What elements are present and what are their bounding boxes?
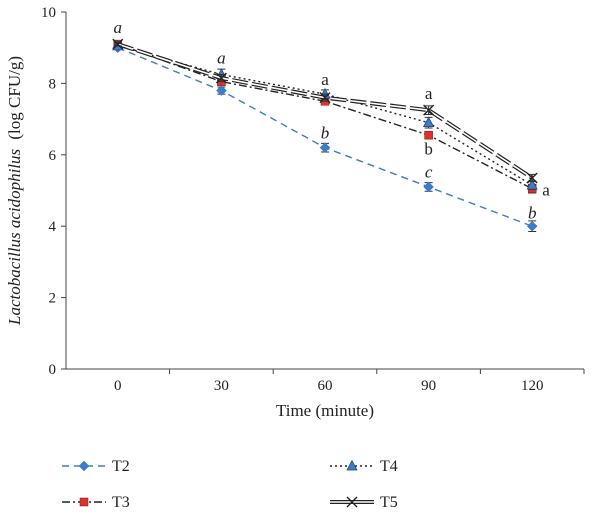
legend: T2 T3 T4 T5 (62, 458, 398, 511)
data-point-marker (216, 85, 227, 96)
y-axis-title-unit: (log CFU/g) (5, 56, 24, 140)
significance-letter: a (321, 70, 329, 89)
significance-letter: a (114, 18, 123, 37)
x-tick-label: 30 (214, 378, 229, 394)
y-tick-label: 4 (49, 219, 57, 235)
x-tick-label: 90 (421, 378, 436, 394)
data-point-marker (346, 496, 358, 508)
x-axis-title: Time (minute) (276, 401, 374, 420)
data-point-marker (215, 72, 227, 84)
significance-letter: c (425, 163, 433, 182)
y-tick-label: 8 (49, 76, 57, 92)
axes: 0 2 4 6 8 10 0 30 60 90 120 (41, 5, 585, 394)
legend-item-t5: T5 (330, 494, 398, 511)
legend-item-t2: T2 (62, 458, 130, 475)
x-tick-label: 120 (521, 378, 544, 394)
y-tick-label: 0 (49, 362, 57, 378)
data-point-marker (526, 178, 538, 190)
y-axis-title-organism: Lactobacillus acidophilus (5, 148, 24, 326)
significance-letter: a (542, 181, 550, 200)
data-point-marker (79, 497, 89, 507)
data-point-marker (423, 116, 435, 128)
significance-letter: a (425, 84, 433, 103)
data-point-marker (78, 460, 90, 472)
x-tick-label: 60 (318, 378, 333, 394)
series-layer (112, 38, 538, 233)
legend-label: T4 (380, 458, 398, 475)
data-point-marker (319, 142, 331, 154)
data-point-marker (346, 459, 358, 471)
significance-letter: a (217, 48, 226, 67)
data-point-marker (319, 92, 331, 104)
y-tick-label: 10 (41, 5, 56, 21)
data-point-marker (112, 38, 124, 50)
data-point-marker (423, 181, 434, 193)
y-tick-label: 2 (49, 291, 57, 307)
data-point-marker (424, 130, 433, 140)
y-ticks: 0 2 4 6 8 10 (41, 5, 66, 378)
significance-letter: b (424, 139, 433, 158)
series-t5 (112, 38, 538, 184)
legend-item-t3: T3 (62, 494, 130, 511)
x-tick-label: 0 (114, 378, 122, 394)
legend-label: T3 (112, 494, 130, 511)
y-tick-label: 6 (49, 148, 57, 164)
significance-letter: b (321, 123, 330, 142)
legend-item-t4: T4 (330, 458, 398, 475)
data-point-marker (526, 172, 538, 184)
legend-label: T5 (380, 494, 398, 511)
y-axis-title: Lactobacillus acidophilus (log CFU/g) (5, 56, 24, 326)
significance-letter: b (528, 204, 537, 223)
x-ticks: 0 30 60 90 120 (114, 369, 585, 394)
series-line-inner (117, 43, 533, 179)
legend-label: T2 (112, 458, 130, 475)
data-point-marker (526, 220, 538, 232)
data-point-marker (423, 104, 435, 116)
